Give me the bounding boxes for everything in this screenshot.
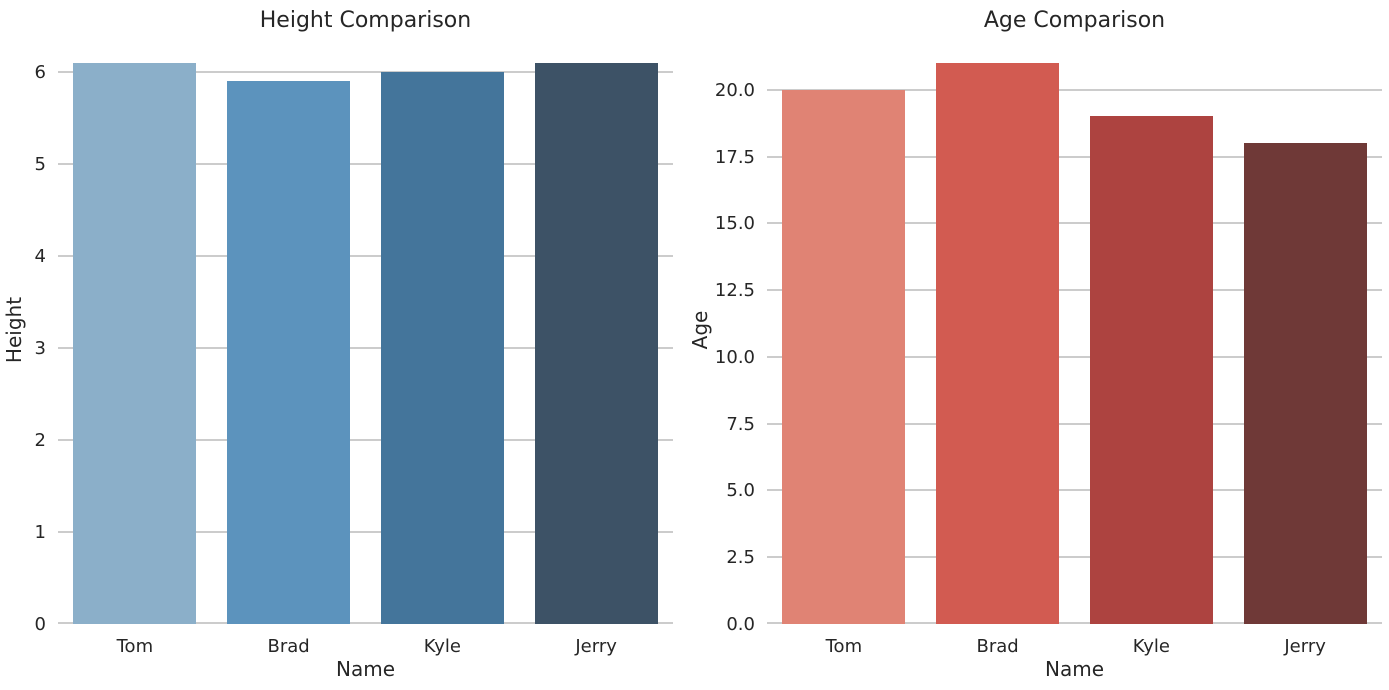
gridline xyxy=(58,255,673,258)
y-tick-label: 20.0 xyxy=(714,79,755,101)
bar-brad xyxy=(936,63,1060,624)
x-tick-label: Kyle xyxy=(423,636,461,657)
y-tick-label: 4 xyxy=(34,246,46,268)
x-axis-label: Name xyxy=(335,657,396,681)
gridline xyxy=(58,347,673,350)
y-tick-label: 1 xyxy=(34,522,46,544)
y-tick-label: 0.0 xyxy=(726,614,755,635)
gridline xyxy=(767,422,1382,425)
x-tick-label: Jerry xyxy=(575,636,617,657)
chart-title: Height Comparison xyxy=(259,8,472,33)
bar-jerry xyxy=(1243,143,1367,624)
y-tick-label: 5.0 xyxy=(726,480,755,502)
y-tick-label: 2 xyxy=(34,430,46,452)
y-tick-label: 15.0 xyxy=(714,213,755,235)
x-tick-label: Tom xyxy=(116,636,154,657)
gridline xyxy=(767,355,1382,358)
bar-brad xyxy=(227,81,351,624)
gridline xyxy=(767,489,1382,492)
y-tick-label: 7.5 xyxy=(726,413,755,435)
gridline xyxy=(58,439,673,442)
bar-kyle xyxy=(1089,116,1213,624)
x-tick-label: Tom xyxy=(825,636,863,657)
bar-tom xyxy=(73,63,197,624)
x-axis-label: Name xyxy=(1044,657,1105,681)
gridline xyxy=(767,622,1382,624)
gridline xyxy=(767,289,1382,292)
y-tick-label: 12.5 xyxy=(714,280,755,302)
bar-jerry xyxy=(534,63,658,624)
y-tick-label: 10.0 xyxy=(714,346,755,368)
x-tick-label: Brad xyxy=(976,636,1019,657)
y-tick-label: 6 xyxy=(34,62,46,84)
gridline xyxy=(767,155,1382,158)
gridline xyxy=(58,71,673,74)
gridline xyxy=(58,622,673,624)
y-tick-label: 3 xyxy=(34,338,46,360)
x-tick-label: Jerry xyxy=(1284,636,1326,657)
gridline xyxy=(58,163,673,166)
chart-title: Age Comparison xyxy=(983,8,1166,33)
bar-tom xyxy=(782,89,906,624)
x-tick-label: Brad xyxy=(267,636,310,657)
y-tick-label: 5 xyxy=(34,154,46,176)
x-tick-label: Kyle xyxy=(1132,636,1170,657)
y-tick-label: 0 xyxy=(34,614,46,635)
plot-area xyxy=(767,35,1382,624)
bar-kyle xyxy=(380,72,504,624)
gridline xyxy=(767,222,1382,225)
gridline xyxy=(767,556,1382,559)
gridline xyxy=(767,88,1382,91)
y-tick-label: 2.5 xyxy=(726,547,755,569)
y-tick-label: 17.5 xyxy=(714,146,755,168)
y-axis-label: Age xyxy=(688,310,712,350)
plot-area xyxy=(58,35,673,624)
gridline xyxy=(58,531,673,534)
